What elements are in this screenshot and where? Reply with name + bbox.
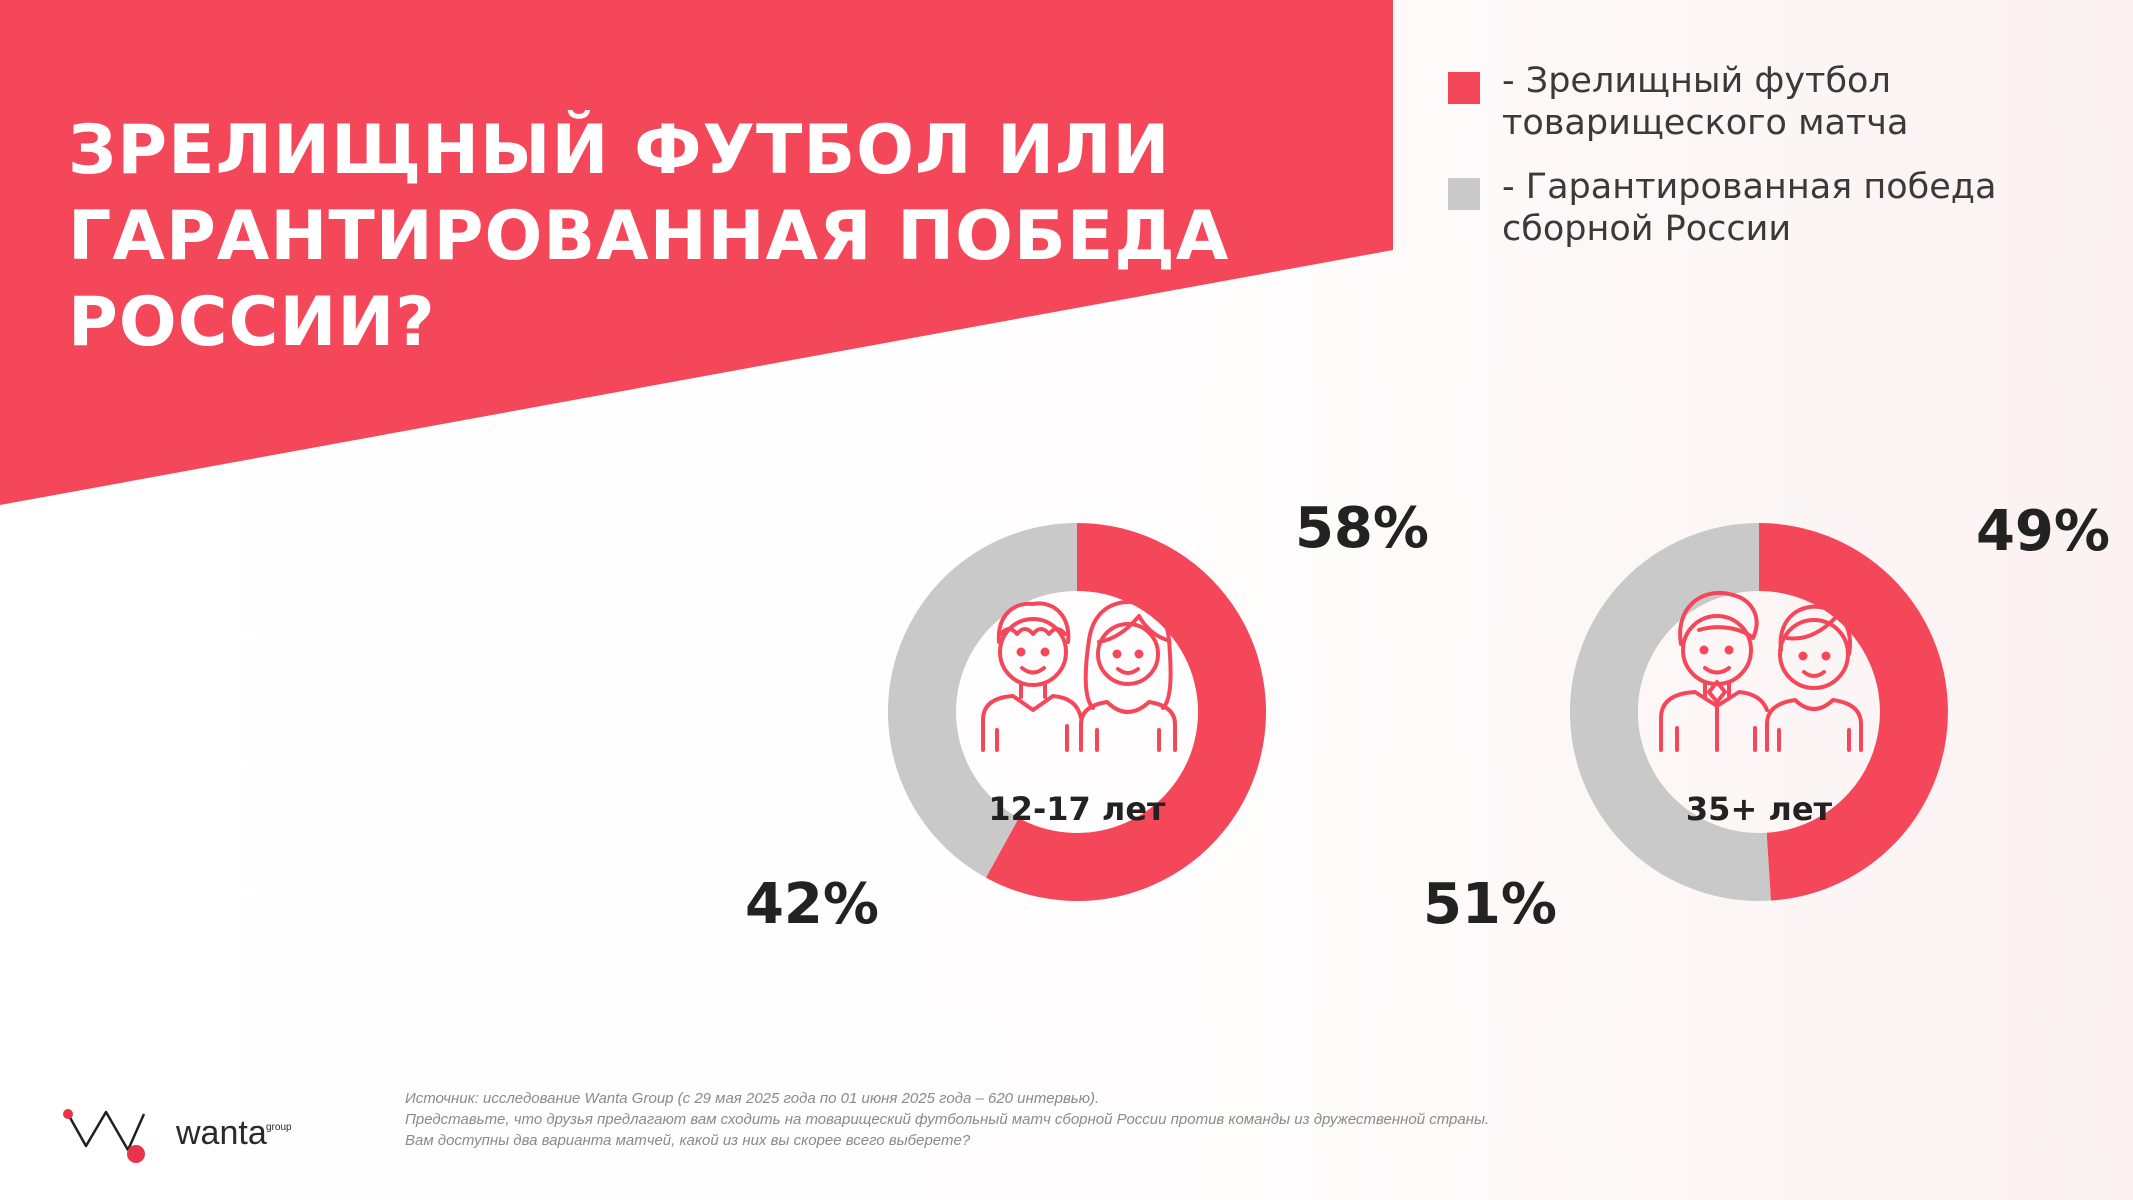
legend-item-spectacular: - Зрелищный футбол товарищеского матча [1448,60,2088,144]
footnote-line: Источник: исследование Wanta Group (с 29… [405,1090,1100,1107]
logo-text: wanta [175,1114,267,1152]
data-label-guaranteed-win: 42% [745,872,879,937]
donut-segment-spectacular [986,523,1266,901]
donut-segment-guaranteed-win [888,523,1078,878]
chart-legend: - Зрелищный футбол товарищеского матча -… [1448,60,2088,272]
age-group-label: 35+ лет [1686,790,1833,828]
footnote-line: Вам доступны два варианта матчей, какой … [405,1132,971,1149]
two-teenagers-icon [981,600,1177,752]
donut-chart-12-17: 12-17 лет 58% 42% [745,496,1429,937]
logo-superscript: group [266,1122,292,1133]
slide-title: ЗРЕЛИЩНЫЙ ФУТБОЛ ИЛИ ГАРАНТИРОВАННАЯ ПОБ… [68,111,1230,362]
donut-segment-guaranteed-win [1570,523,1771,901]
legend-item-guaranteed-win: - Гарантированная победа сборной России [1448,166,2088,250]
legend-swatch-red [1448,72,1480,104]
two-adults-icon [1659,580,1863,752]
data-label-spectacular: 58% [1295,496,1429,561]
wanta-logo: wanta group [63,1109,292,1163]
legend-label: - Гарантированная победа сборной России [1502,167,1997,249]
legend-swatch-gray [1448,178,1480,210]
source-footnote: Источник: исследование Wanta Group (с 29… [405,1088,1705,1151]
footnote-line: Представьте, что друзья предлагают вам с… [405,1111,1490,1128]
legend-label: - Зрелищный футбол товарищеского матча [1502,61,1909,143]
data-label-spectacular: 49% [1976,499,2110,564]
wanta-logo-mark [63,1109,146,1163]
donut-chart-35-plus: 35+ лет 49% 51% [1423,499,2110,937]
donut-segment-spectacular [1758,523,1948,901]
data-label-guaranteed-win: 51% [1423,872,1557,937]
age-group-label: 12-17 лет [988,790,1166,828]
